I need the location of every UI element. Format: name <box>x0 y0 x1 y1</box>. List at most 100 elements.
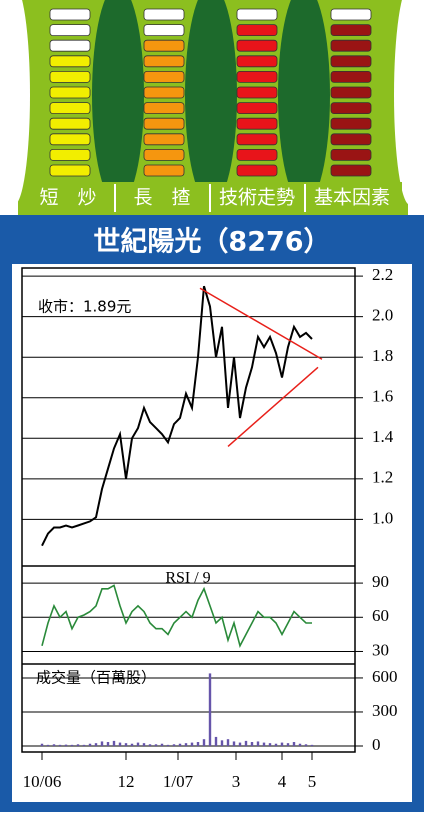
trendline <box>227 366 319 447</box>
volume-bar <box>220 740 224 746</box>
marks: 短 炒長 揸技術走勢 基本因素1.01.21.41.61.82.02.230609… <box>22 8 398 791</box>
volume-bar <box>178 743 182 746</box>
rating-bar <box>330 86 372 99</box>
volume-bar <box>40 743 44 746</box>
rating-label: 技術走勢 <box>219 187 295 209</box>
rating-slot <box>236 8 278 21</box>
volume-bar <box>184 743 188 746</box>
plot-frame <box>21 267 356 753</box>
x-tick-label: 1/07 <box>163 772 194 791</box>
rating-bar <box>49 164 91 177</box>
rating-bar <box>236 24 278 37</box>
y-tick-label: 30 <box>372 640 389 659</box>
divider <box>92 0 144 205</box>
volume-bar <box>46 744 50 746</box>
volume-bar <box>310 744 314 746</box>
volume-bar <box>82 744 86 746</box>
volume-bar <box>262 742 266 746</box>
x-tick-label: 4 <box>278 772 287 791</box>
volume-bar <box>118 742 122 746</box>
trendline <box>199 287 323 360</box>
rating-bar <box>330 55 372 68</box>
rating-label: 長 揸 <box>133 187 190 209</box>
divider <box>185 0 237 205</box>
rating-slot <box>143 24 185 37</box>
chart-area <box>12 264 412 802</box>
volume-bar <box>226 739 230 746</box>
rating-bar <box>49 117 91 130</box>
rating-slot <box>49 24 91 37</box>
label-row <box>26 182 402 214</box>
volume-bar <box>292 742 296 746</box>
rating-bar <box>49 148 91 161</box>
volume-bar <box>160 743 164 746</box>
volume-bar <box>148 744 152 746</box>
volume-bar <box>52 744 56 746</box>
series-line <box>41 584 312 648</box>
rating-bar <box>236 86 278 99</box>
volume-bar <box>94 743 98 746</box>
rating-label: 短 炒 <box>39 187 96 209</box>
rating-bar <box>236 55 278 68</box>
rating-bar <box>49 102 91 114</box>
series-line <box>41 285 313 547</box>
volume-bar <box>304 744 308 746</box>
y-tick-label: 1.6 <box>372 387 393 406</box>
volume-bar <box>88 743 92 746</box>
volume-bar <box>232 741 236 746</box>
rating-bar <box>330 24 372 37</box>
x-tick-label: 5 <box>308 772 317 791</box>
y-tick-label: 90 <box>372 572 389 591</box>
volume-bar <box>166 744 170 746</box>
volume-bar <box>298 743 302 746</box>
divider <box>278 0 330 205</box>
volume-bar <box>76 744 80 746</box>
volume-bar <box>202 739 206 746</box>
y-tick-label: 2.2 <box>372 265 393 284</box>
volume-bar <box>250 742 254 746</box>
volume-bar <box>100 741 104 746</box>
rating-slot <box>49 8 91 21</box>
x-tick-label: 3 <box>232 772 241 791</box>
rating-slot <box>330 8 372 21</box>
rating-bar <box>143 86 185 99</box>
rating-bar <box>236 164 278 177</box>
rating-bar <box>143 39 185 52</box>
volume-bar <box>274 743 278 746</box>
volume-bar <box>106 742 110 746</box>
volume-bar <box>238 742 242 746</box>
rating-bar <box>330 133 372 146</box>
volume-bar <box>112 740 116 746</box>
volume-bar <box>64 744 68 746</box>
volume-bar <box>244 740 248 746</box>
volume-bar <box>58 744 62 746</box>
volume-bar <box>130 743 134 746</box>
rating-bar <box>49 55 91 68</box>
y-tick-label: 600 <box>372 667 398 686</box>
rating-bar <box>330 148 372 161</box>
rating-bar <box>143 148 185 161</box>
panel-title: RSI / 9 <box>165 570 210 587</box>
rating-bar <box>49 133 91 146</box>
y-tick-label: 300 <box>372 701 398 720</box>
y-tick-label: 1.0 <box>372 508 393 527</box>
y-tick-label: 1.2 <box>372 468 393 487</box>
y-tick-label: 2.0 <box>372 306 393 325</box>
rating-bar <box>49 71 91 83</box>
rating-slot <box>49 39 91 52</box>
volume-bar <box>124 743 128 746</box>
edge <box>0 0 30 205</box>
volume-bar <box>154 744 158 746</box>
rating-bar <box>236 133 278 146</box>
y-tick-label: 0 <box>372 735 381 754</box>
x-tick-label: 10/06 <box>23 772 62 791</box>
rating-bar <box>236 148 278 161</box>
rating-bar <box>143 71 185 83</box>
volume-bar <box>256 741 260 746</box>
volume-bar <box>196 742 200 746</box>
volume-bar <box>172 744 176 746</box>
volume-bar <box>268 743 272 746</box>
rating-bar <box>330 102 372 114</box>
rating-bar <box>143 133 185 146</box>
